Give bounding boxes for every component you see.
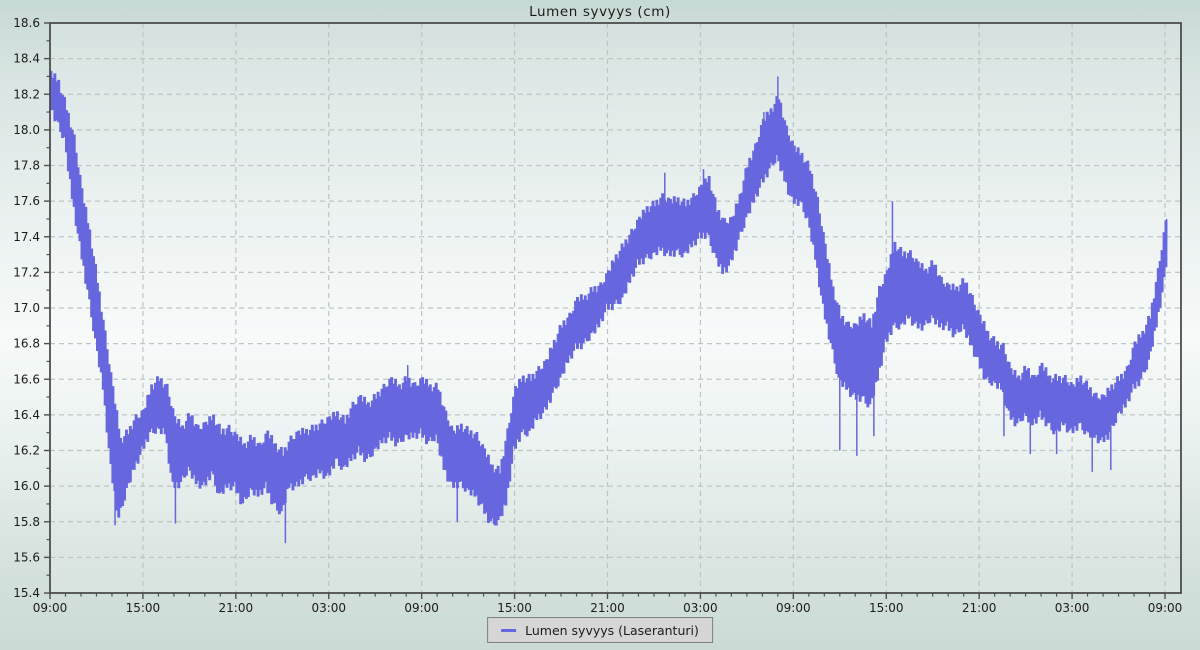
x-tick-label: 21:00 (962, 601, 997, 615)
y-tick-label: 18.4 (13, 52, 40, 66)
y-tick-label: 18.6 (13, 16, 40, 30)
y-tick-label: 16.6 (13, 372, 40, 386)
y-tick-label: 15.8 (13, 515, 40, 529)
x-tick-label: 03:00 (683, 601, 718, 615)
y-tick-label: 16.4 (13, 408, 40, 422)
y-tick-label: 17.6 (13, 194, 40, 208)
x-tick-label: 21:00 (590, 601, 625, 615)
x-tick-label: 09:00 (776, 601, 811, 615)
y-tick-label: 15.4 (13, 586, 40, 600)
plot-background (50, 23, 1181, 593)
legend-label: Lumen syvyys (Laseranturi) (525, 622, 699, 638)
chart-title: Lumen syvyys (cm) (529, 4, 671, 20)
y-tick-label: 16.2 (13, 444, 40, 458)
x-tick-label: 09:00 (33, 601, 68, 615)
y-tick-label: 18.2 (13, 87, 40, 101)
y-tick-label: 16.0 (13, 479, 40, 493)
x-tick-label: 03:00 (311, 601, 346, 615)
y-tick-label: 17.8 (13, 159, 40, 173)
x-tick-label: 15:00 (497, 601, 532, 615)
y-tick-label: 16.8 (13, 337, 40, 351)
x-tick-label: 09:00 (404, 601, 439, 615)
x-tick-label: 03:00 (1055, 601, 1090, 615)
x-tick-label: 15:00 (869, 601, 904, 615)
depth-series-band (49, 70, 1168, 526)
y-tick-label: 17.4 (13, 230, 40, 244)
y-tick-label: 17.2 (13, 265, 40, 279)
y-tick-label: 15.6 (13, 550, 40, 564)
legend: Lumen syvyys (Laseranturi) (487, 617, 713, 643)
legend-line-swatch (501, 628, 517, 632)
y-tick-label: 18.0 (13, 123, 40, 137)
y-tick-label: 17.0 (13, 301, 40, 315)
x-tick-label: 15:00 (126, 601, 161, 615)
x-tick-label: 21:00 (219, 601, 254, 615)
x-tick-label: 09:00 (1148, 601, 1183, 615)
